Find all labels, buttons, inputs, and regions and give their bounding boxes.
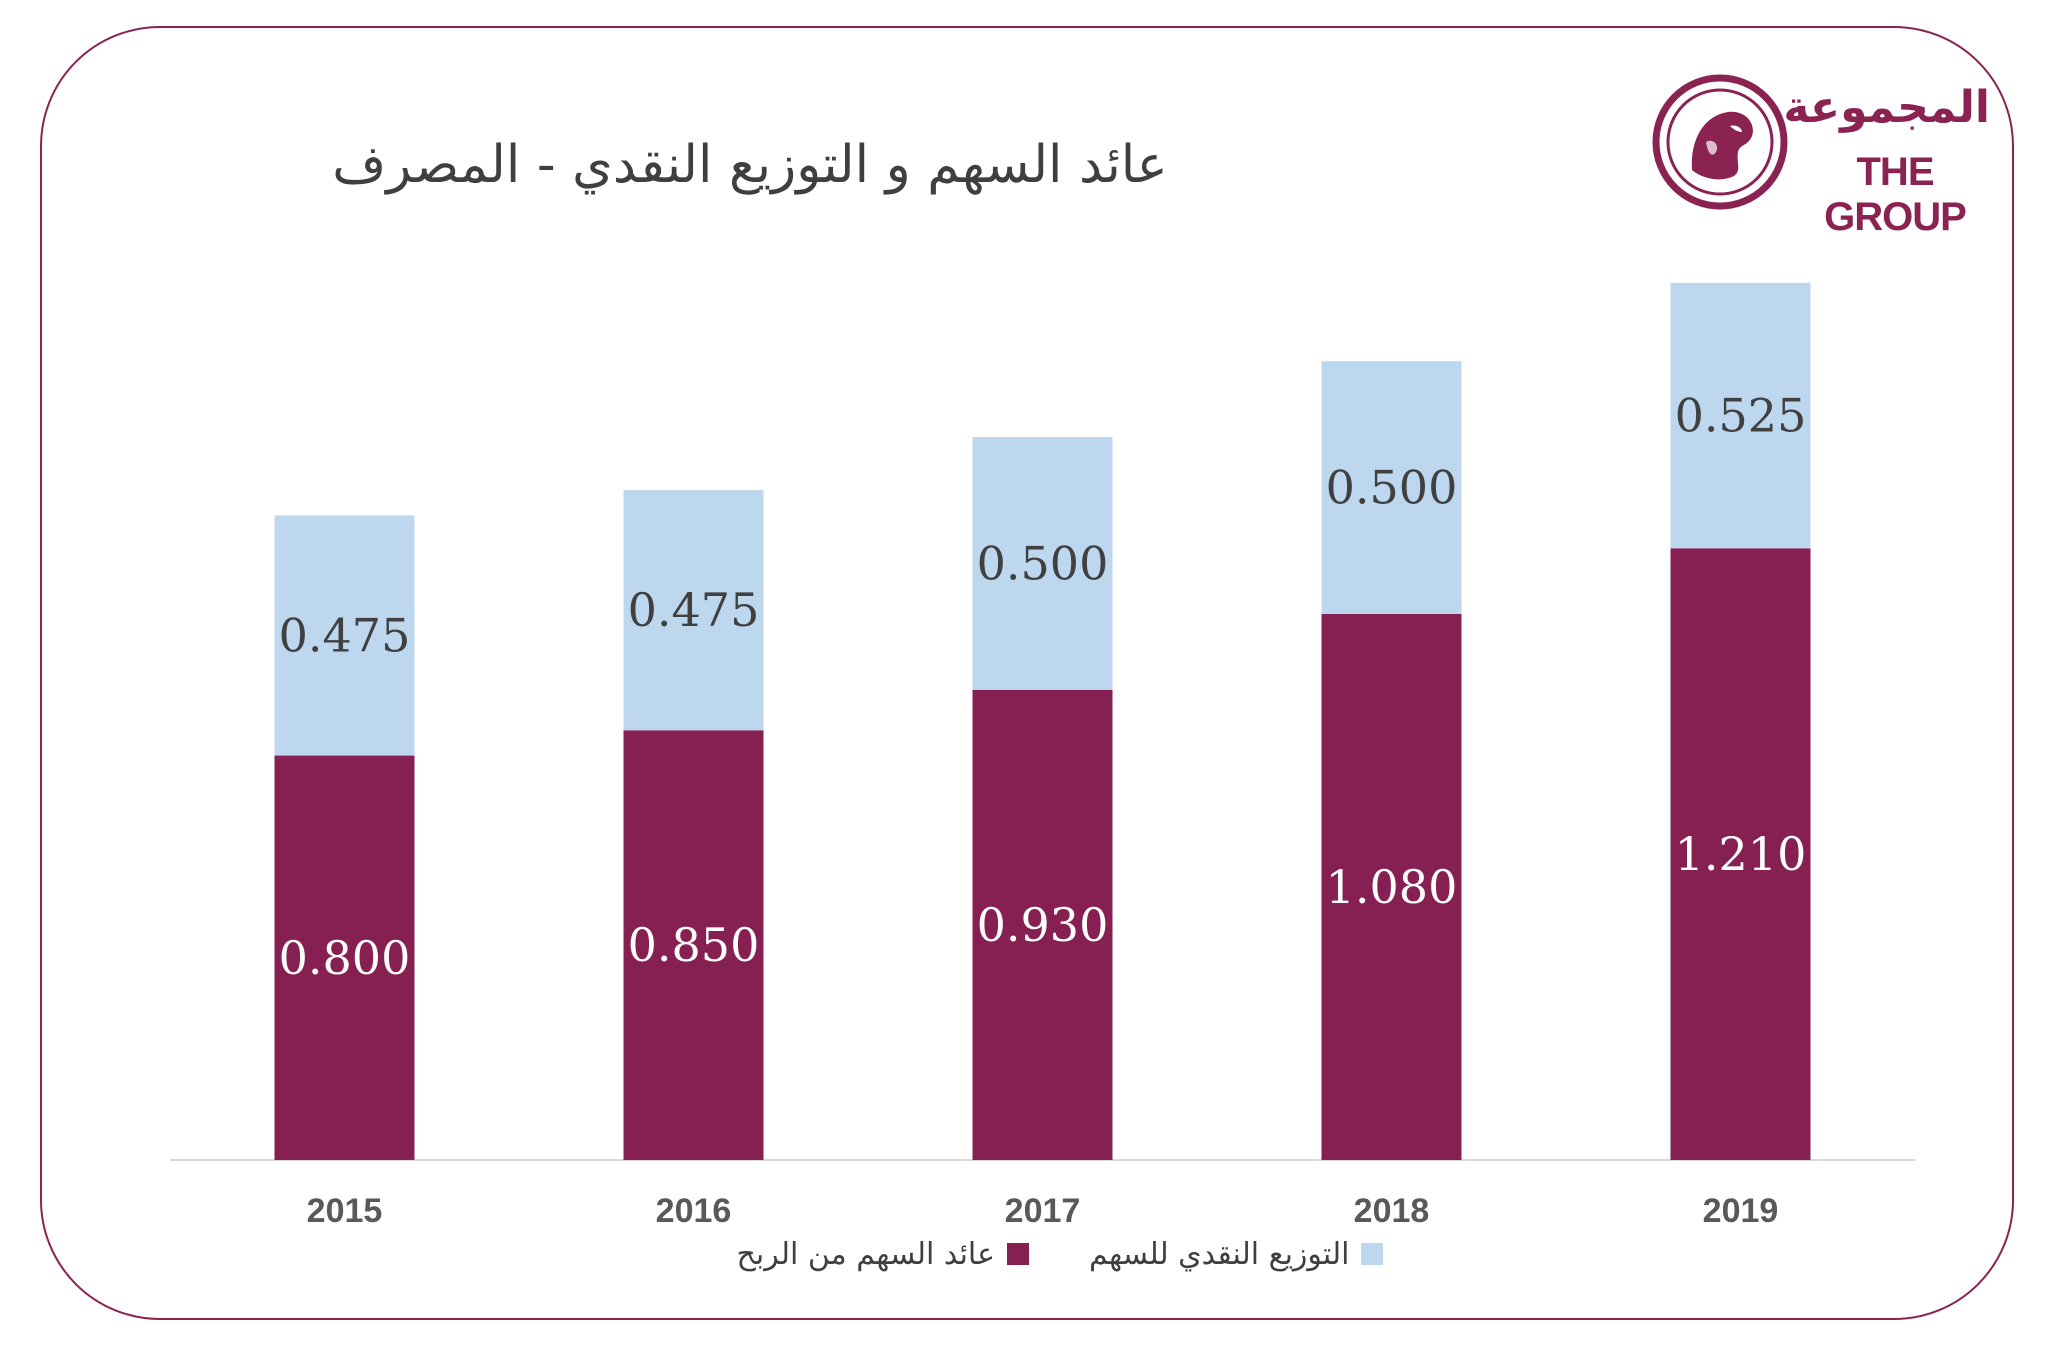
chart-title: عائد السهم و التوزيع النقدي - المصرف — [332, 135, 1168, 195]
data-label-eps-2017: 0.930 — [977, 898, 1109, 952]
bar-eps-2019 — [1670, 548, 1811, 1160]
data-label-dividend-2017: 0.500 — [977, 536, 1109, 590]
data-label-eps-2016: 0.850 — [628, 918, 760, 972]
legend-label-eps: عائد السهم من الربح — [736, 1236, 995, 1272]
legend-swatch-eps — [1006, 1243, 1029, 1265]
bar-eps-2017 — [972, 689, 1113, 1160]
bar-dividend-2015 — [274, 515, 415, 756]
data-label-eps-2019: 1.210 — [1675, 827, 1807, 881]
x-tick-label-2019: 2019 — [1703, 1192, 1779, 1230]
legend-item-dividend: التوزيع النقدي للسهم — [1088, 1236, 1384, 1272]
chart-frame — [40, 26, 2014, 1320]
legend-label-dividend: التوزيع النقدي للسهم — [1088, 1236, 1350, 1272]
chart-legend: عائد السهم من الربح التوزيع النقدي للسهم — [680, 1232, 1440, 1276]
x-tick-label-2015: 2015 — [307, 1192, 383, 1230]
company-logo: المجموعة THE GROUP — [1650, 72, 1990, 239]
data-label-eps-2018: 1.080 — [1326, 860, 1458, 914]
bar-dividend-2016 — [623, 490, 764, 731]
logo-text-arabic: المجموعة — [1783, 82, 1990, 133]
legend-swatch-dividend — [1361, 1243, 1384, 1265]
falcon-logo-icon — [1652, 74, 1788, 210]
bar-eps-2015 — [274, 755, 415, 1160]
bar-eps-2016 — [623, 730, 764, 1160]
x-tick-label-2016: 2016 — [656, 1192, 732, 1230]
data-label-dividend-2016: 0.475 — [628, 583, 760, 637]
x-tick-label-2018: 2018 — [1354, 1192, 1430, 1230]
bar-dividend-2017 — [972, 437, 1113, 690]
data-label-eps-2015: 0.800 — [279, 931, 411, 985]
x-tick-label-2017: 2017 — [1005, 1192, 1081, 1230]
data-label-dividend-2018: 0.500 — [1326, 461, 1458, 515]
legend-item-eps: عائد السهم من الربح — [737, 1237, 1029, 1272]
data-label-dividend-2019: 0.525 — [1675, 389, 1807, 443]
bar-eps-2018 — [1321, 614, 1462, 1160]
data-label-dividend-2015: 0.475 — [279, 608, 411, 662]
logo-text-english: THE GROUP — [1824, 150, 1967, 239]
bar-dividend-2018 — [1321, 361, 1462, 614]
bar-dividend-2019 — [1670, 282, 1811, 549]
